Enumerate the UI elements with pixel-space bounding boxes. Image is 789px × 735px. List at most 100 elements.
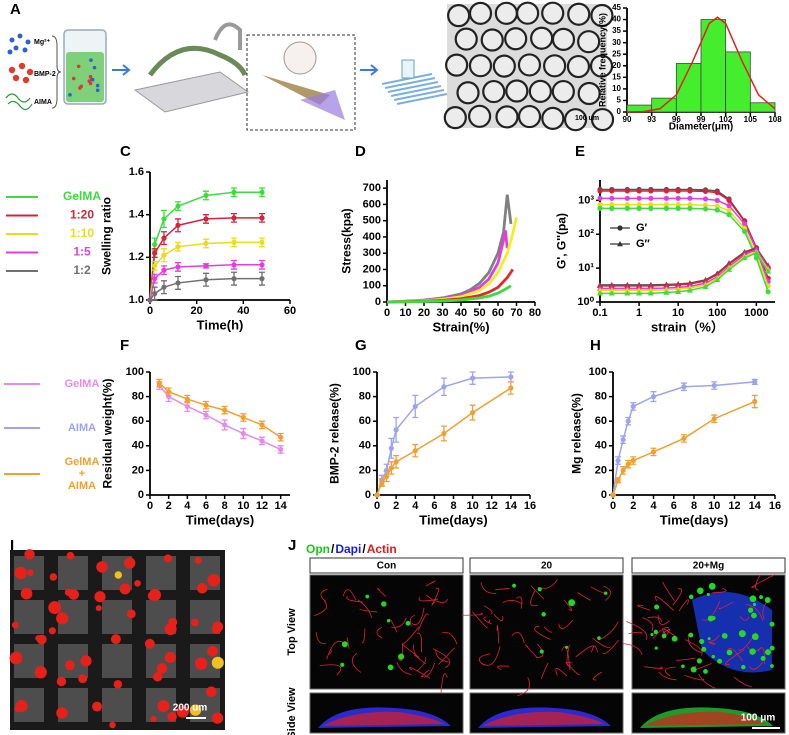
marker [597, 188, 603, 194]
marker [675, 195, 681, 201]
marker [687, 205, 693, 212]
scaffold-strand [396, 93, 448, 105]
actin-fiber [712, 587, 727, 594]
x-tick-label: 0 [610, 500, 616, 512]
marker [636, 290, 643, 296]
marker [161, 267, 167, 273]
panel-letter: G [355, 337, 367, 354]
mg-dot [25, 39, 31, 45]
marker [624, 195, 630, 201]
marker [741, 254, 748, 261]
marker [625, 418, 631, 424]
opn-dot [749, 595, 757, 603]
marker [597, 287, 603, 293]
y-tick-label: 500 [363, 215, 381, 227]
cell [205, 686, 217, 698]
panel-letter: D [355, 143, 366, 160]
actin-fiber [558, 619, 574, 629]
actin-fiber [698, 673, 716, 689]
marker [388, 465, 394, 471]
beaker-dot [92, 65, 97, 70]
marker [609, 188, 615, 194]
microsphere [543, 54, 567, 78]
column-header-box [631, 557, 786, 574]
actin-fiber [658, 671, 677, 681]
x-tick-label: 14 [749, 500, 762, 512]
stain-separator: / [362, 542, 366, 556]
x-tick-label: 10 [467, 500, 479, 512]
x-tick-label: 14 [275, 500, 288, 512]
marker [222, 422, 228, 428]
marker [152, 291, 158, 297]
microsphere [505, 79, 529, 103]
series-line [600, 203, 769, 287]
opn-dot [701, 646, 707, 652]
actin-fiber [481, 646, 501, 666]
x-tick-label: 10 [672, 307, 684, 319]
column-header: 20 [541, 561, 553, 572]
actin-fiber [530, 590, 538, 607]
x-tick-label: 20 [418, 307, 430, 319]
brace [51, 35, 62, 109]
stain-label: Opn [306, 542, 330, 556]
cell [66, 551, 75, 560]
actin-fiber [515, 596, 523, 609]
x-tick-label: 70 [510, 307, 522, 319]
y-axis-label: Swelling ratio [100, 197, 114, 275]
opn-dot [597, 636, 601, 640]
scaffold-block [102, 688, 132, 722]
opn-dot [603, 591, 608, 595]
marker [231, 215, 237, 221]
actin-fiber [495, 588, 511, 591]
microsphere [454, 27, 478, 51]
cell [211, 624, 222, 635]
opn-dot [765, 649, 771, 656]
marker [624, 188, 630, 194]
actin-fiber [511, 631, 525, 644]
opn-dot [681, 664, 685, 669]
marker [259, 276, 265, 282]
marker [259, 239, 265, 245]
marker [714, 189, 720, 196]
marker [620, 467, 626, 473]
actin-fiber [328, 649, 332, 655]
x-tick-label: 1000 [744, 307, 768, 319]
marker [388, 445, 394, 451]
actin-fiber [346, 637, 350, 649]
stain-separator: / [331, 542, 335, 556]
actin-fiber [416, 632, 423, 653]
opn-dot [650, 632, 654, 637]
opn-dot [741, 664, 746, 670]
marker [714, 203, 720, 209]
panel-letter: H [590, 337, 601, 354]
cell [15, 699, 28, 712]
actin-fiber [472, 611, 488, 629]
marker [412, 448, 418, 454]
cell [152, 672, 163, 682]
x-axis-label: Diameter(μm) [669, 122, 733, 133]
actin-fiber [483, 616, 492, 625]
x-tick-label: 14 [505, 500, 518, 512]
actin-fiber [413, 644, 427, 665]
cell [196, 583, 208, 594]
actin-fiber [708, 641, 716, 646]
y-tick-label: 0 [375, 296, 381, 308]
x-tick-label: 0 [147, 500, 153, 512]
microsphere [468, 104, 492, 128]
marker [636, 205, 642, 212]
y-tick-label: 100 [353, 366, 371, 378]
marker [687, 202, 693, 208]
microsphere [494, 1, 518, 25]
marker [686, 287, 693, 293]
actin-fiber [687, 634, 702, 653]
marker [393, 427, 399, 433]
cell [134, 580, 141, 587]
actin-fiber [637, 604, 651, 611]
opn-dot [398, 653, 405, 660]
x-tick-label: 6 [671, 500, 677, 512]
bmp-dot [26, 68, 34, 76]
marker [753, 255, 759, 261]
microsphere [517, 104, 542, 129]
zoom-lens [283, 41, 317, 75]
cell [20, 587, 33, 600]
